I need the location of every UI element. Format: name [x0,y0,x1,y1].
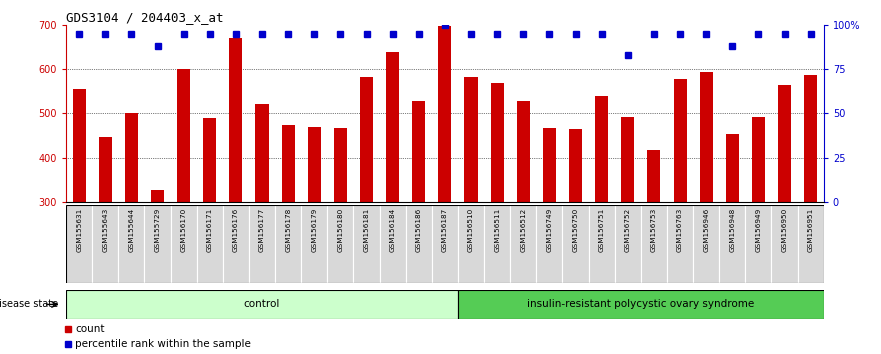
Text: GSM156171: GSM156171 [207,208,213,252]
Bar [229,38,242,202]
Text: GSM156512: GSM156512 [521,208,526,252]
Bar [360,77,373,202]
Text: GSM156181: GSM156181 [364,208,369,252]
Bar [458,290,824,319]
Bar [353,205,380,283]
Bar [745,205,772,283]
Text: GSM156750: GSM156750 [573,208,579,252]
Bar [439,26,451,202]
Bar [484,205,510,283]
Bar [204,118,217,202]
Bar [772,205,797,283]
Text: GSM156184: GSM156184 [389,208,396,252]
Text: GSM156180: GSM156180 [337,208,344,252]
Bar [196,205,223,283]
Bar [334,128,347,202]
Bar [517,101,529,202]
Bar [543,128,556,202]
Bar [648,150,661,202]
Text: GSM156948: GSM156948 [729,208,736,252]
Bar [72,89,85,202]
Bar [537,205,562,283]
Bar [223,205,249,283]
Bar [380,205,406,283]
Bar [726,134,739,202]
Bar [719,205,745,283]
Text: GSM156178: GSM156178 [285,208,291,252]
Bar [406,205,432,283]
Bar [301,205,328,283]
Text: GSM156176: GSM156176 [233,208,239,252]
Bar [93,205,118,283]
Bar [510,205,537,283]
Bar [797,205,824,283]
Bar [125,113,138,202]
Text: GSM156951: GSM156951 [808,208,814,252]
Text: GSM155631: GSM155631 [76,208,82,252]
Bar [255,104,269,202]
Bar [66,205,93,283]
Bar [804,75,818,202]
Bar [432,205,458,283]
Bar [275,205,301,283]
Text: GSM156170: GSM156170 [181,208,187,252]
Text: GSM155644: GSM155644 [129,208,135,252]
Bar [621,117,634,202]
Text: GSM156511: GSM156511 [494,208,500,252]
Text: GDS3104 / 204403_x_at: GDS3104 / 204403_x_at [66,11,224,24]
Text: GSM156177: GSM156177 [259,208,265,252]
Bar [700,72,713,202]
Bar [328,205,353,283]
Bar [307,127,321,202]
Text: GSM156186: GSM156186 [416,208,422,252]
Bar [412,101,426,202]
Bar [66,290,458,319]
Text: GSM156950: GSM156950 [781,208,788,252]
Bar [144,205,171,283]
Bar [596,97,608,202]
Bar [562,205,589,283]
Bar [177,69,190,202]
Bar [99,137,112,202]
Bar [751,117,765,202]
Text: insulin-resistant polycystic ovary syndrome: insulin-resistant polycystic ovary syndr… [527,299,754,309]
Bar [282,125,294,202]
Bar [458,205,484,283]
Bar [589,205,615,283]
Bar [640,205,667,283]
Text: disease state: disease state [0,299,62,309]
Text: GSM156179: GSM156179 [311,208,317,252]
Bar [569,129,582,202]
Text: count: count [75,324,104,334]
Text: control: control [244,299,280,309]
Bar [118,205,144,283]
Text: percentile rank within the sample: percentile rank within the sample [75,339,251,349]
Text: GSM155643: GSM155643 [102,208,108,252]
Bar [615,205,640,283]
Bar [778,85,791,202]
Bar [464,76,478,202]
Text: GSM156749: GSM156749 [546,208,552,252]
Bar [171,205,196,283]
Bar [673,79,686,202]
Text: GSM156752: GSM156752 [625,208,631,252]
Text: GSM155729: GSM155729 [154,208,160,252]
Text: GSM156949: GSM156949 [755,208,761,252]
Bar [151,190,164,202]
Bar [667,205,693,283]
Bar [249,205,275,283]
Text: GSM156946: GSM156946 [703,208,709,252]
Bar [491,83,504,202]
Text: GSM156510: GSM156510 [468,208,474,252]
Text: GSM156763: GSM156763 [677,208,683,252]
Text: GSM156751: GSM156751 [599,208,604,252]
Text: GSM156187: GSM156187 [442,208,448,252]
Bar [693,205,719,283]
Bar [386,52,399,202]
Text: GSM156753: GSM156753 [651,208,657,252]
